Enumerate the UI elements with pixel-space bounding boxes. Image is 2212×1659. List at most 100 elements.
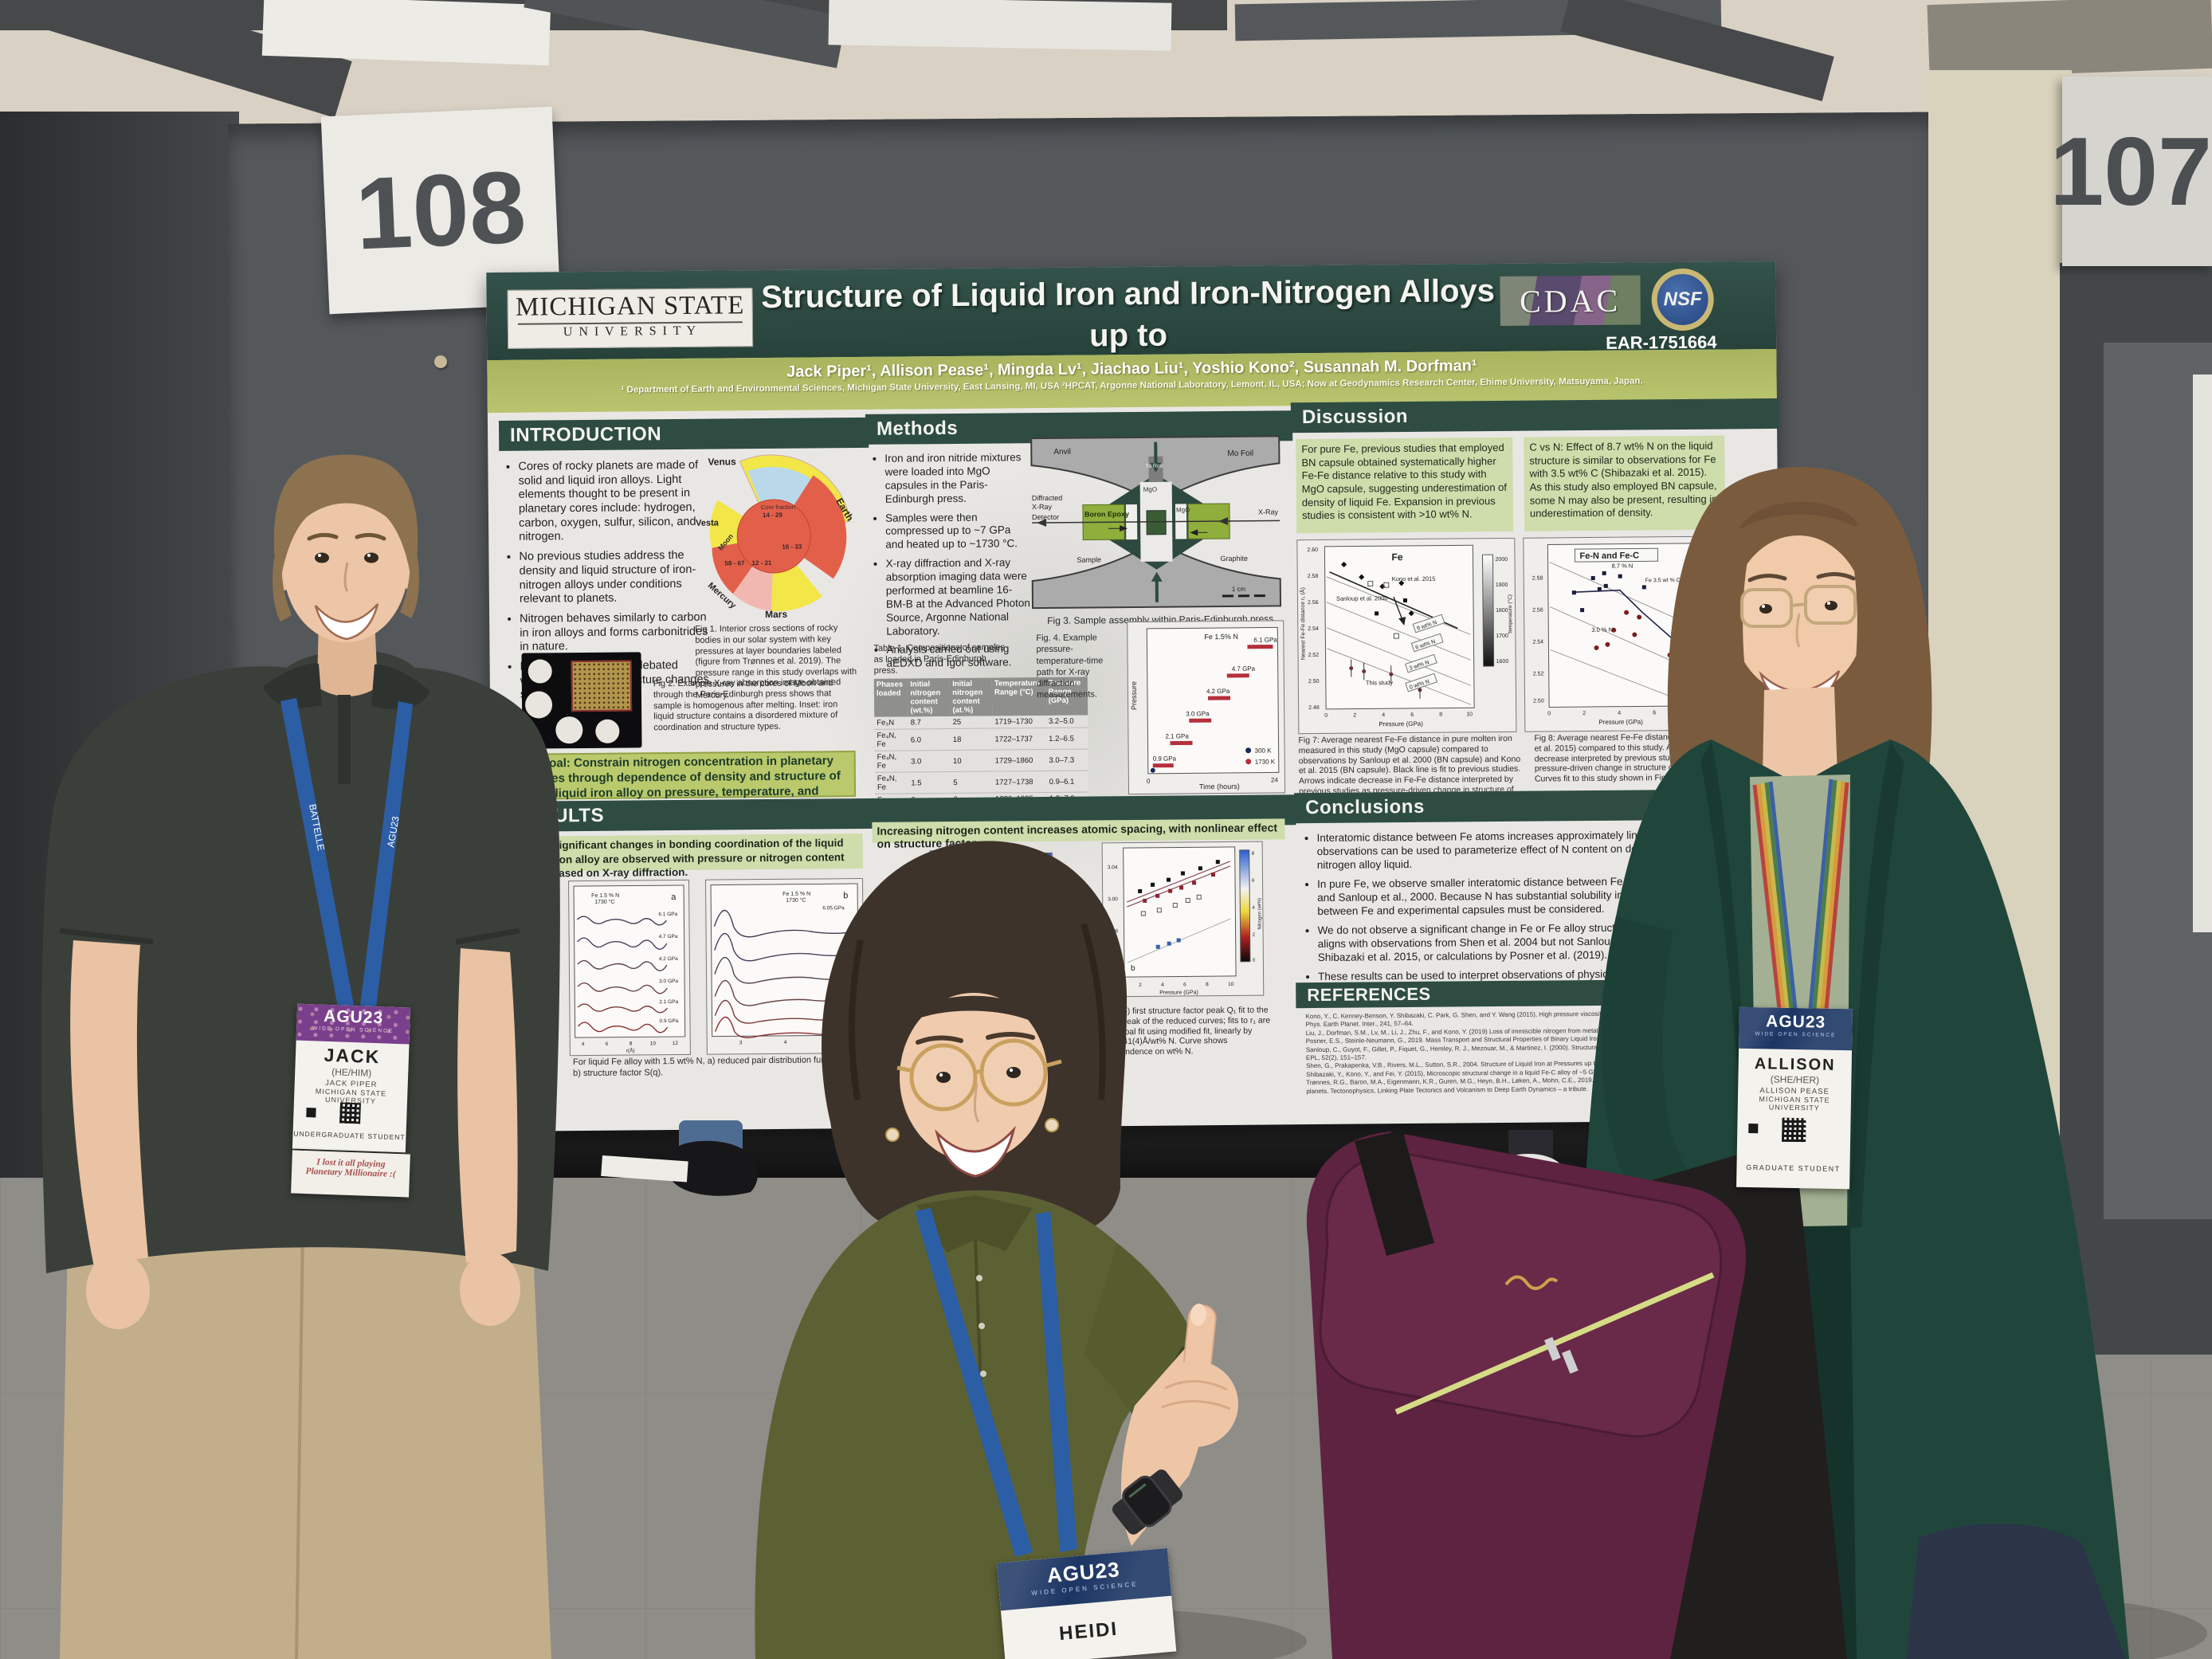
pushpin-under-108 [434, 355, 447, 368]
fen-panel: b [1131, 964, 1135, 973]
fig5a-label1: Fe 1.5 % N [591, 893, 619, 899]
fig4-step-label: 4.2 GPa [1206, 688, 1230, 695]
fig8-ytick: 2.58 [1532, 576, 1543, 582]
fig7-cbar-tick: 2000 [1495, 557, 1508, 563]
fig7-fefe-distance-plot: Fe 2.60 2.58 2.56 2.54 2.52 2.50 2.48 0 … [1296, 537, 1517, 735]
fen-xtick: 8 [1206, 982, 1209, 987]
fig3-label-mgo1: MgO [1176, 506, 1190, 513]
badge-allison-pronouns: (SHE/HER) [1770, 1073, 1820, 1086]
badge-allison-name: ALLISON [1754, 1055, 1836, 1074]
fig4-xlabel: Time (hours) [1199, 782, 1240, 790]
fig7-ytick: 2.58 [1308, 574, 1319, 579]
badge-allison-qr [1782, 1117, 1806, 1143]
fig5a-label2: 1730 °C [594, 899, 614, 905]
badge-allison-event: AGU23 [1765, 1012, 1826, 1032]
badge-jack-ribbon: I lost it all playing Planetary Milliona… [291, 1150, 410, 1198]
fig8-xlabel: Pressure (GPa) [1598, 718, 1643, 725]
fig7-ann-sanloup: Sanloup et al. 2000 [1336, 594, 1388, 602]
lanyard-jack [280, 698, 354, 1007]
fig5a-pressure: 3.0 GPa [659, 979, 678, 984]
fen-xtick: 10 [1228, 982, 1234, 987]
fig4-ylabel: Pressure [1130, 681, 1138, 710]
paper-on-floor [601, 1155, 688, 1182]
person-jack: BATTELLE AGU23 [41, 454, 560, 1659]
fig4-pt-path-plot: Fe 1.5% N Pressure Time (hours) 0 24 0.9… [1127, 620, 1286, 795]
aisle-sign-107: 107 [2049, 76, 2212, 266]
badge-allison-tagline: WIDE OPEN SCIENCE [1755, 1031, 1837, 1038]
fig4-step-label: 3.0 GPa [1186, 710, 1210, 717]
fig5a-xtick: 10 [650, 1041, 657, 1046]
fig5b-pressure: 6.05 GPa [822, 905, 845, 911]
bag-strap [1355, 1130, 1434, 1256]
fig4-legend-300k: 300 K [1255, 747, 1273, 755]
fig7-xtick: 6 [1410, 712, 1414, 718]
fen-cbar-label: Nitrogen (wt%) [1257, 898, 1262, 930]
fig1-label-venus: Venus [708, 456, 736, 467]
fig3-label-detector: Detector [1032, 513, 1059, 521]
bag-gold-logo [1504, 1275, 1559, 1290]
badge-heidi: AGU23 WIDE OPEN SCIENCE HEIDI [996, 1547, 1177, 1659]
fig1-core-label: Core fraction [761, 504, 795, 511]
fen-cbar-tick: 4 [1252, 906, 1255, 911]
fig3-label-mofoil: Mo Foil [1227, 449, 1253, 458]
fig7-xtick: 2 [1353, 713, 1356, 719]
fig1-number: 16 - 33 [782, 543, 802, 551]
fig1-label-vesta: Vesta [696, 519, 720, 528]
badge-allison-org2: UNIVERSITY [1768, 1103, 1820, 1112]
bag-zipper-pull [1544, 1336, 1561, 1361]
badge-jack-qr-small [306, 1108, 316, 1118]
fig5a-pressure: 4.2 GPa [659, 956, 678, 962]
person-heidi [755, 841, 1238, 1659]
fen-xtick: 6 [1183, 982, 1186, 987]
heidi-watch [1112, 1469, 1183, 1535]
fig4-xtick: 0 [1147, 778, 1151, 785]
lanyard-text-agu: AGU23 [385, 815, 402, 849]
fig8-ytick: 2.52 [1533, 672, 1544, 677]
fig5b-xtick: 3 [739, 1040, 743, 1045]
fig8-xtick: 2 [1583, 711, 1586, 716]
fig7-ann-study: This study [1366, 679, 1394, 686]
fig3-label-diffracted-xray: X-Ray [1032, 503, 1053, 511]
fig7-ann-kono: Kono et al. 2015 [1392, 575, 1436, 582]
fen-cbar-tick: 2 [1253, 933, 1256, 938]
fen-ytick: 3.00 [1108, 896, 1118, 902]
lanyard-heidi [915, 1208, 1033, 1557]
fig5a-pdf-curves: Fe 1.5 % N 1730 °C a 6.1 GPa 4.7 GPa 4.2… [567, 879, 691, 1057]
fig8-panel-label: Fe-N and Fe-C [1579, 551, 1639, 561]
fig5b-panel: b [843, 891, 848, 900]
fig1-number: 12 - 21 [751, 559, 772, 567]
badge-allison: AGU23 WIDE OPEN SCIENCE ALLISON (SHE/HER… [1736, 1006, 1853, 1190]
fig7-cbar-tick: 1800 [1496, 608, 1508, 614]
fig8-ytick: 2.54 [1532, 640, 1543, 645]
fig7-ytick: 2.48 [1308, 705, 1320, 711]
fen-cbar-tick: 8 [1252, 852, 1255, 857]
fig1-number: 58 - 67 [724, 559, 745, 567]
badge-allison-qr-small [1748, 1124, 1759, 1134]
fig3-label-sample: Sample [1077, 555, 1101, 563]
fig8-ann-30n: 3.0 % N [1591, 626, 1613, 633]
fig5b-label1: Fe 1.5 % N [782, 892, 810, 897]
board-107-poster-sliver [2193, 375, 2212, 932]
fig3-label-anvil: Anvil [1053, 448, 1071, 457]
fig5a-pressure: 6.1 GPa [658, 912, 677, 917]
fig7-cbar-label: Temperature (°C) [1507, 594, 1513, 634]
badge-jack: AGU23 WIDE OPEN SCIENCE JACK (HE/HIM) JA… [292, 1003, 411, 1153]
fig4-series-label: Fe 1.5% N [1204, 633, 1238, 641]
fig5a-panel: a [671, 892, 677, 902]
fig7-ytick: 2.50 [1308, 679, 1320, 684]
fig7-cbar-tick: 1900 [1496, 582, 1508, 588]
fig7-xtick: 8 [1439, 712, 1442, 718]
fig3-label-tarod: Ta Rod [1145, 464, 1163, 469]
fen-xtick: 2 [1139, 982, 1142, 988]
badge-jack-header: AGU23 WIDE OPEN SCIENCE [296, 1003, 411, 1045]
fen-xlabel: Pressure (GPa) [1159, 990, 1198, 995]
fig5a-pressure: 4.7 GPa [659, 934, 678, 939]
fig4-step-label: 4.7 GPa [1232, 665, 1256, 673]
fen-q1-scatter: 3.04 3.00 2.96 2.92 2 4 6 8 10 Pressure … [1101, 841, 1265, 998]
research-poster: Structure of Liquid Iron and Iron-Nitrog… [486, 261, 1784, 1132]
badge-allison-role: GRADUATE STUDENT [1746, 1163, 1841, 1174]
fig4-legend-1730k: 1730 K [1255, 758, 1276, 765]
fig7-ytick: 2.52 [1308, 653, 1320, 658]
